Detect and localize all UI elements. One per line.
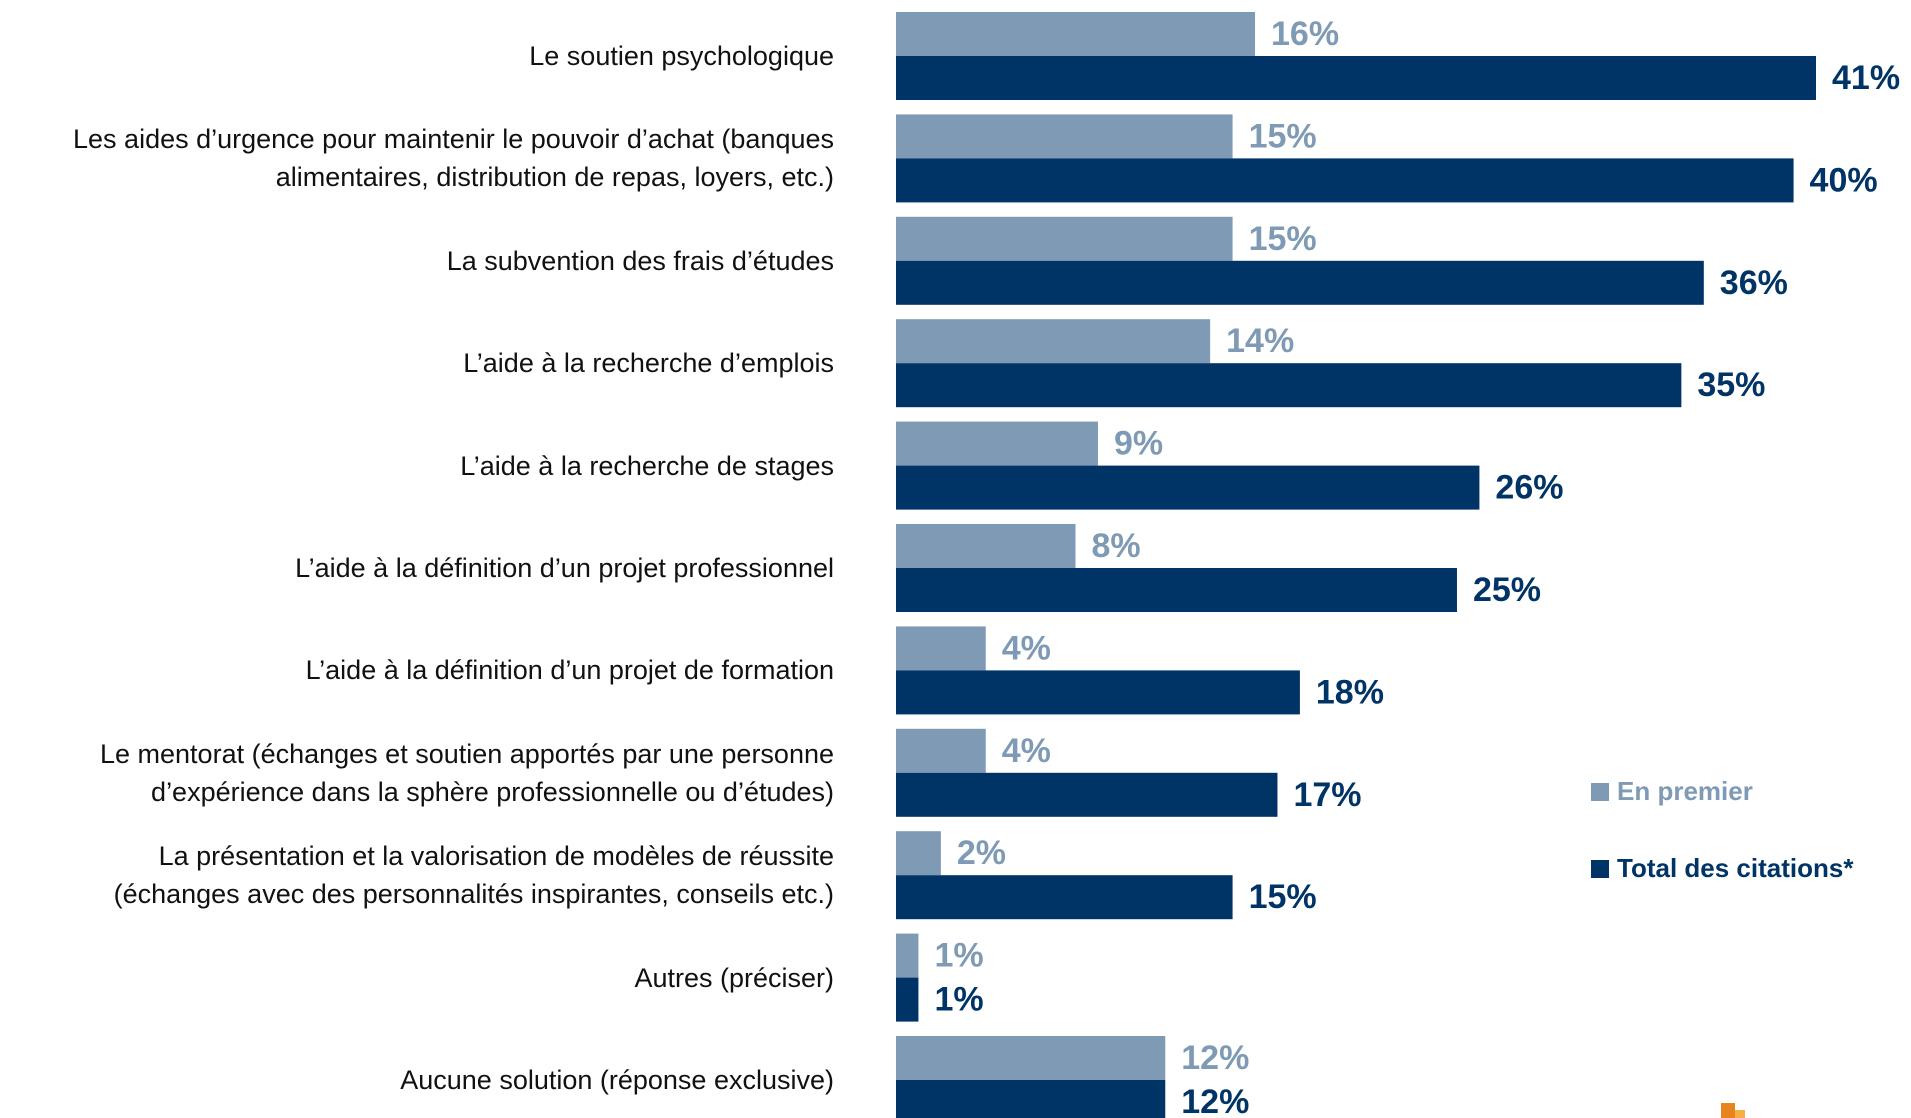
- bar: [896, 260, 1704, 305]
- value-label: 8%: [1092, 527, 1141, 565]
- value-label: 15%: [1249, 117, 1317, 155]
- bar: [896, 421, 1098, 466]
- bar: [896, 626, 986, 671]
- legend-swatch: [1591, 860, 1609, 878]
- category-label: La présentation et la valorisation de mo…: [113, 841, 834, 910]
- bar: [896, 56, 1816, 100]
- bar: [896, 728, 986, 773]
- value-label: 9%: [1114, 425, 1163, 463]
- bar: [896, 1080, 1166, 1118]
- category-label: Le soutien psychologique: [529, 41, 834, 71]
- bar: [896, 12, 1256, 56]
- bar: [896, 772, 1278, 817]
- legend-label: Total des citations*: [1617, 853, 1854, 883]
- category-label: Le mentorat (échanges et soutien apporté…: [100, 738, 834, 807]
- value-label: 1%: [934, 981, 983, 1019]
- value-label: 35%: [1697, 366, 1765, 404]
- value-label: 17%: [1293, 776, 1361, 814]
- category-label: Autres (préciser): [634, 962, 834, 993]
- bar: [896, 465, 1480, 510]
- category-label: La subvention des frais d’études: [446, 245, 834, 276]
- value-label: 14%: [1226, 322, 1294, 360]
- value-label: 2%: [957, 834, 1006, 872]
- bar: [896, 319, 1211, 364]
- bar: [896, 831, 941, 876]
- bar: [896, 1036, 1166, 1080]
- value-label: 16%: [1271, 15, 1339, 53]
- legend-swatch: [1591, 783, 1609, 801]
- category-label: Aucune solution (réponse exclusive): [400, 1065, 834, 1095]
- value-label: 15%: [1249, 220, 1317, 258]
- value-label: 18%: [1316, 673, 1384, 711]
- value-label: 36%: [1720, 264, 1788, 302]
- bar: [896, 568, 1457, 612]
- bar: [896, 875, 1233, 920]
- bar: [896, 114, 1233, 159]
- value-label: 25%: [1473, 571, 1541, 609]
- category-label: L’aide à la définition d’un projet profe…: [295, 553, 834, 583]
- category-label: L’aide à la recherche de stages: [460, 450, 834, 481]
- logo: [1721, 1103, 1735, 1118]
- bar: [896, 933, 919, 978]
- value-label: 41%: [1832, 59, 1900, 97]
- value-label: 12%: [1181, 1083, 1249, 1118]
- bar: [896, 158, 1794, 203]
- value-label: 4%: [1002, 732, 1051, 770]
- bar: [896, 670, 1300, 715]
- bar: [896, 363, 1682, 408]
- category-label: L’aide à la définition d’un projet de fo…: [305, 655, 834, 686]
- category-label: Les aides d’urgence pour maintenir le po…: [73, 124, 834, 193]
- category-label: L’aide à la recherche d’emplois: [463, 348, 834, 379]
- value-label: 1%: [934, 937, 983, 975]
- bar: [896, 216, 1233, 261]
- value-label: 4%: [1002, 629, 1051, 667]
- legend-label: En premier: [1617, 776, 1753, 806]
- logo: [1735, 1110, 1745, 1118]
- bar: [896, 977, 919, 1022]
- value-label: 26%: [1495, 469, 1563, 507]
- value-label: 12%: [1181, 1039, 1249, 1077]
- value-label: 40%: [1810, 161, 1878, 199]
- value-label: 15%: [1249, 878, 1317, 916]
- bar: [896, 524, 1076, 568]
